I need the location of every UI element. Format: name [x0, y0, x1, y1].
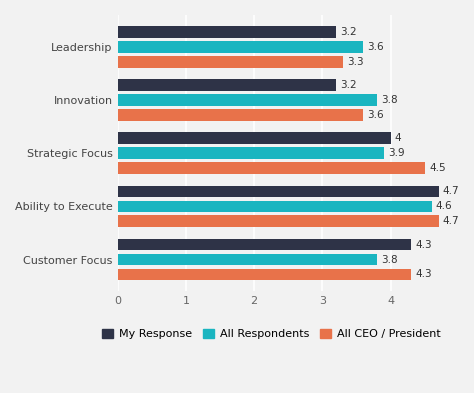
Text: 4.5: 4.5 — [429, 163, 446, 173]
Text: 4.6: 4.6 — [436, 201, 452, 211]
Text: 3.2: 3.2 — [340, 27, 357, 37]
Text: 4.3: 4.3 — [415, 240, 432, 250]
Bar — [118, 109, 364, 121]
Bar — [118, 132, 391, 144]
Bar — [118, 94, 377, 106]
Text: 3.6: 3.6 — [367, 110, 384, 120]
Text: 3.6: 3.6 — [367, 42, 384, 52]
Text: 3.9: 3.9 — [388, 148, 405, 158]
Bar — [118, 268, 411, 280]
Bar — [118, 26, 336, 38]
Text: 3.2: 3.2 — [340, 80, 357, 90]
Text: 4: 4 — [395, 133, 401, 143]
Bar — [118, 56, 343, 68]
Bar — [118, 200, 432, 212]
Text: 3.8: 3.8 — [381, 255, 398, 264]
Text: 3.8: 3.8 — [381, 95, 398, 105]
Bar — [118, 239, 411, 250]
Text: 4.3: 4.3 — [415, 269, 432, 279]
Text: 4.7: 4.7 — [443, 186, 459, 196]
Legend: My Response, All Respondents, All CEO / President: My Response, All Respondents, All CEO / … — [98, 325, 445, 344]
Bar — [118, 79, 336, 91]
Bar — [118, 185, 438, 197]
Bar — [118, 162, 425, 174]
Bar — [118, 215, 438, 227]
Bar — [118, 253, 377, 265]
Bar — [118, 147, 384, 159]
Text: 4.7: 4.7 — [443, 216, 459, 226]
Text: 3.3: 3.3 — [347, 57, 364, 67]
Bar — [118, 41, 364, 53]
